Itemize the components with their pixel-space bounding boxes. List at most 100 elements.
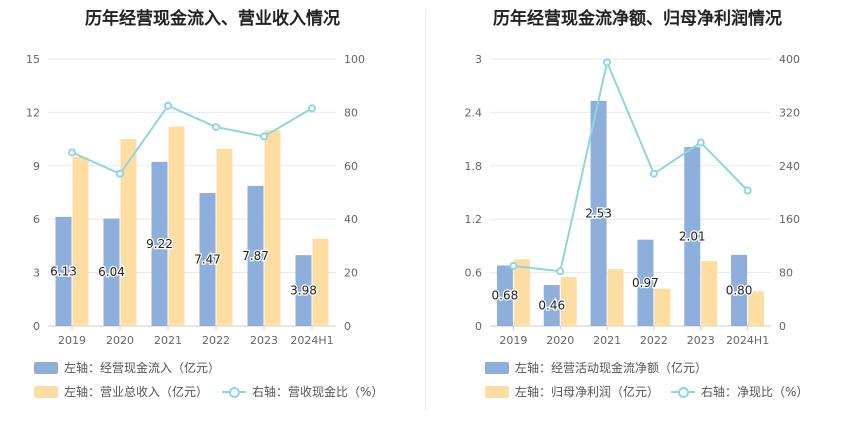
x-tick-label: 2020 — [546, 334, 574, 347]
chart-title-right: 历年经营现金流净额、归母净利润情况 — [493, 9, 782, 29]
ratio-point — [649, 169, 658, 178]
bar-secondary — [560, 277, 577, 326]
bar-data-label: 0.97 — [632, 276, 659, 290]
bar-primary — [151, 161, 168, 326]
y-left-tick-label: 9 — [33, 160, 40, 173]
y-left-tick-label: 3 — [33, 267, 40, 280]
y-left-tick-label: 12 — [26, 106, 40, 119]
bar-secondary — [216, 148, 233, 326]
legend-label-net-cash-ratio: 右轴：净现比（%） — [701, 385, 809, 399]
legend-item-revenue[interactable]: 左轴：营业总收入（亿元） — [34, 383, 208, 400]
bar-primary — [496, 265, 513, 326]
y-left-tick-label: 1.8 — [465, 160, 483, 173]
bar-secondary — [120, 139, 137, 326]
bar-data-label: 3.98 — [290, 284, 317, 298]
y-right-tick-label: 60 — [344, 160, 358, 173]
ratio-point — [68, 148, 76, 157]
chart-left-svg: 0 3 6 9 12 15 0 20 40 60 80 100 2019 2020 2021 2022 2023… — [26, 53, 365, 347]
legend-swatch-net-profit — [485, 385, 509, 398]
y-right-tick-label: 320 — [779, 106, 800, 119]
y-left-tick-label: 6 — [33, 213, 40, 226]
bar-data-label: 0.80 — [726, 283, 753, 297]
bar-primary — [199, 193, 216, 326]
chart-panel-right: 历年经营现金流净额、归母净利润情况 0 0.6 1.2 1.8 2.4 3 0 80 160 24… — [425, 0, 850, 437]
bar-secondary — [748, 291, 765, 326]
legend-item-net-cash-ratio[interactable]: 右轴：净现比（%） — [671, 383, 808, 400]
legend-label-revenue-cash-ratio: 右轴：营收现金比（%） — [252, 385, 384, 399]
ratio-point — [603, 58, 612, 67]
legend-item-revenue-cash-ratio[interactable]: 右轴：营收现金比（%） — [222, 383, 383, 400]
x-tick-label: 2023 — [687, 334, 715, 347]
x-tick-label: 2022 — [640, 334, 668, 347]
legend-item-net-profit[interactable]: 左轴：归母净利润（亿元） — [485, 383, 659, 400]
x-tick-label: 2021 — [593, 334, 621, 347]
bar-data-label: 0.68 — [492, 289, 519, 303]
ratio-line — [71, 104, 313, 176]
bar-secondary — [72, 156, 89, 326]
x-tick-label: 2024H1 — [290, 334, 333, 347]
bar-secondary — [264, 130, 281, 326]
y-right-tick-label: 20 — [344, 267, 358, 280]
legend-swatch-net-cash-ratio — [671, 386, 695, 398]
bar-primary — [295, 255, 312, 326]
chart-panel-left: 历年经营现金流入、营业收入情况 0 3 6 9 12 15 0 20 40 60 80 100 2019… — [26, 9, 383, 400]
legend-label-net-profit: 左轴：归母净利润（亿元） — [515, 385, 660, 399]
bar-primary — [543, 285, 560, 326]
bar-data-label: 2.01 — [679, 230, 706, 244]
legend-label-revenue: 左轴：营业总收入（亿元） — [64, 385, 209, 399]
y-right-tick-label: 0 — [779, 320, 786, 333]
legend-swatch-revenue-cash-ratio — [222, 386, 246, 398]
legend-label-cash-inflow: 左轴：经营现金流入（亿元） — [64, 361, 221, 375]
bar-data-label: 7.87 — [242, 249, 269, 263]
legend-item-net-cash-flow[interactable]: 左轴：经营活动现金流净额（亿元） — [485, 359, 707, 376]
ratio-point — [509, 261, 518, 270]
panel-divider — [425, 10, 426, 410]
y-right-tick-label: 100 — [344, 53, 365, 66]
bar-primary — [590, 100, 607, 326]
y-left-tick-label: 3 — [475, 53, 482, 66]
bar-primary — [731, 254, 748, 326]
bar-data-label: 9.22 — [146, 237, 173, 251]
bar-primary — [637, 239, 654, 326]
bar-secondary — [701, 261, 718, 326]
bar-data-label: 6.13 — [50, 264, 77, 278]
ratio-point — [164, 101, 172, 110]
legend-swatch-revenue — [34, 385, 58, 398]
bar-data-label: 0.46 — [538, 299, 565, 313]
x-tick-label: 2023 — [250, 334, 278, 347]
bar-secondary — [654, 288, 671, 326]
legend-swatch-net-cash-flow — [485, 361, 509, 374]
bar-data-label: 6.04 — [98, 265, 125, 279]
y-left-tick-label: 2.4 — [465, 106, 483, 119]
ratio-point — [116, 169, 124, 178]
y-right-tick-label: 0 — [344, 320, 351, 333]
ratio-point — [308, 104, 316, 113]
ratio-point — [212, 123, 220, 132]
y-right-tick-label: 80 — [344, 106, 358, 119]
ratio-point — [743, 186, 752, 195]
ratio-point — [696, 138, 705, 147]
y-right-tick-label: 160 — [779, 213, 800, 226]
bar-secondary — [513, 259, 530, 326]
x-tick-label: 2020 — [106, 334, 134, 347]
y-left-tick-label: 0 — [475, 320, 482, 333]
ratio-line — [513, 59, 749, 273]
bar-primary — [55, 216, 72, 326]
bar-secondary — [168, 126, 185, 326]
bar-data-label: 2.53 — [585, 206, 612, 220]
x-tick-label: 2022 — [202, 334, 230, 347]
ratio-point — [260, 132, 268, 141]
y-left-tick-label: 1.2 — [465, 213, 483, 226]
bar-secondary — [607, 269, 624, 326]
legend-item-cash-inflow[interactable]: 左轴：经营现金流入（亿元） — [34, 359, 220, 376]
y-right-tick-label: 400 — [779, 53, 800, 66]
bar-data-label: 7.47 — [194, 253, 221, 267]
bar-primary — [684, 147, 701, 326]
bar-primary — [103, 218, 120, 326]
x-tick-label: 2024H1 — [726, 334, 769, 347]
x-tick-label: 2019 — [499, 334, 527, 347]
y-right-tick-label: 80 — [779, 267, 793, 280]
y-left-tick-label: 0 — [33, 320, 40, 333]
legend-label-net-cash-flow: 左轴：经营活动现金流净额（亿元） — [515, 361, 708, 375]
bar-secondary — [312, 238, 329, 326]
